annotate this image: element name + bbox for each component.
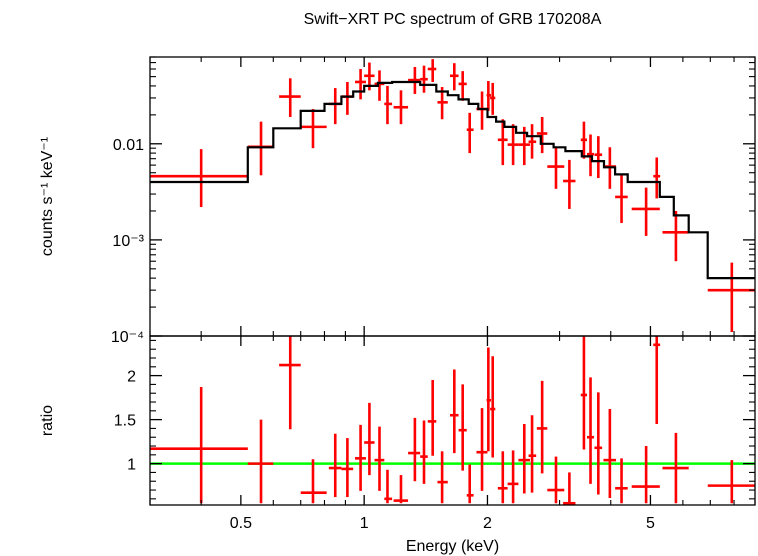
spectrum-data-point (355, 69, 366, 100)
chart-title: Swift−XRT PC spectrum of GRB 170208A (304, 11, 602, 28)
x-tick-label: 2 (483, 515, 492, 532)
x-tick-label: 1 (360, 515, 369, 532)
ratio-data-point (653, 336, 661, 425)
spectrum-data-point (466, 112, 474, 154)
spectrum-data-point (393, 90, 409, 125)
ratio-data-point (587, 377, 594, 484)
spectrum-data-point (653, 157, 661, 199)
x-tick-label: 5 (646, 515, 655, 532)
ratio-data-point (507, 450, 519, 504)
ratio-data-point (490, 356, 496, 458)
ratio-data-point (547, 456, 565, 504)
ratio-data-point (594, 392, 603, 495)
spectrum-data-point (707, 262, 755, 333)
ratio-data-point (437, 451, 448, 504)
spectrum-data-point (408, 66, 421, 94)
spectrum-data-point (427, 59, 437, 82)
spectrum-model-line (150, 80, 755, 280)
ratio-y-tick-label: 1 (127, 457, 136, 474)
spectrum-data-point (328, 88, 342, 125)
spectrum-data-point (536, 117, 548, 154)
spectrum-data-point (420, 65, 428, 93)
ratio-data-point (518, 424, 530, 494)
ratio-data-point (536, 380, 548, 474)
spectrum-model-layer (150, 80, 755, 280)
ratio-data-point (427, 380, 437, 456)
ratio-data-point (408, 417, 421, 482)
ratio-data-point (631, 446, 660, 504)
spectrum-data-point (458, 71, 467, 101)
ratio-data-point (420, 420, 428, 484)
spectrum-data-point (497, 119, 508, 166)
spectrum-data-point (563, 159, 576, 209)
ratio-data-point (563, 472, 576, 505)
spectrum-y-tick-label: 0.01 (113, 137, 144, 154)
axes-layer (149, 56, 756, 506)
ratio-data-point (341, 438, 354, 498)
ratio-data-point (486, 347, 491, 452)
ratio-data-point (355, 424, 366, 491)
ratio-data-point (603, 409, 617, 498)
ratio-data-layer (150, 336, 755, 505)
ratio-data-point (662, 432, 689, 504)
ratio-data-point (528, 415, 537, 493)
ratio-data-point (449, 369, 459, 454)
ratio-data-point (374, 426, 385, 491)
spectrum-data-point (615, 174, 628, 223)
spectrum-y-axis-label: counts s⁻¹ keV⁻¹ (39, 137, 56, 256)
spectrum-data-point (476, 91, 488, 130)
spectrum-data-point (507, 124, 519, 166)
spectrum-data-point (486, 81, 491, 111)
ratio-data-point (364, 402, 375, 476)
spectrum-data-point (662, 210, 689, 262)
ratio-data-point (279, 336, 301, 430)
spectrum-y-tick-label: 10⁻⁴ (111, 329, 144, 346)
ratio-data-point (497, 451, 508, 504)
spectrum-data-layer (150, 59, 755, 333)
ratio-data-point (466, 464, 474, 504)
ratio-data-point (476, 408, 488, 491)
x-axis-label: Energy (keV) (406, 538, 499, 555)
spectrum-data-point (300, 109, 327, 149)
spectrum-data-point (547, 147, 565, 189)
ratio-y-axis-label: ratio (39, 405, 56, 436)
spectrum-data-point (247, 121, 274, 176)
ratio-data-point (150, 387, 248, 504)
spectrum-data-point (631, 187, 660, 236)
ratio-data-point (393, 475, 409, 504)
ratio-data-point (300, 459, 327, 504)
spectrum-y-tick-label: 10⁻³ (112, 233, 144, 250)
text-layer: Swift−XRT PC spectrum of GRB 170208A 0.01… (39, 11, 655, 555)
spectrum-data-point (594, 136, 603, 179)
ratio-frame (149, 335, 756, 506)
ratio-data-point (458, 384, 467, 471)
spectrum-data-point (279, 78, 301, 118)
ratio-y-tick-label: 2 (127, 369, 136, 386)
ratio-y-tick-label: 1.5 (114, 413, 136, 430)
ratio-data-point (384, 469, 393, 504)
ratio-data-point (707, 460, 755, 504)
spectrum-data-point (580, 121, 588, 159)
ratio-data-point (615, 458, 628, 504)
spectrum-data-point (150, 149, 248, 207)
ratio-data-point (580, 336, 588, 450)
spectrum-data-point (341, 81, 354, 115)
x-tick-label: 0.5 (230, 515, 252, 532)
spectrum-data-point (528, 124, 537, 159)
spectrum-data-point (490, 82, 496, 115)
spectrum-data-point (384, 85, 393, 125)
ratio-data-point (247, 419, 274, 504)
ratio-data-point (328, 433, 342, 498)
spectrum-data-point (449, 63, 459, 91)
